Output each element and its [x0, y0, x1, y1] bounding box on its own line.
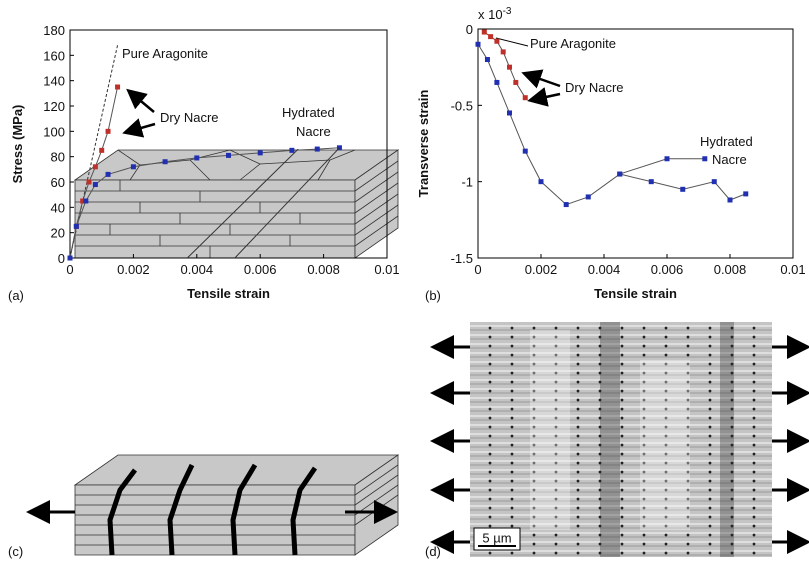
x-axis-label: Tensile strain	[187, 286, 270, 301]
data-point	[507, 65, 512, 70]
data-point	[743, 191, 748, 196]
data-point	[93, 164, 98, 169]
x-tick-label: 0.008	[307, 262, 340, 277]
panel-label: (d)	[425, 544, 441, 559]
y-tick-label: 160	[43, 48, 65, 63]
x-tick-label: 0.006	[651, 262, 684, 277]
y-tick-label: 180	[43, 23, 65, 38]
data-point	[665, 156, 670, 161]
scale-bar-label: 5 µm	[482, 530, 511, 545]
x-axis-label: Tensile strain	[594, 286, 677, 301]
data-point	[226, 153, 231, 158]
y-axis-label: Stress (MPa)	[10, 105, 25, 184]
data-point	[289, 148, 294, 153]
pointer-line	[496, 38, 528, 46]
y-tick-label: 40	[51, 200, 65, 215]
data-point	[523, 95, 528, 100]
series-line	[478, 44, 705, 204]
arrows-a	[127, 92, 155, 132]
data-point	[586, 194, 591, 199]
x-tick-label: 0	[66, 262, 73, 277]
data-point	[539, 179, 544, 184]
x-tick-label: 0.006	[244, 262, 277, 277]
annotation: Pure Aragonite	[530, 36, 616, 51]
x-tick-label: 0.008	[714, 262, 747, 277]
data-point	[494, 80, 499, 85]
annotation: Pure Aragonite	[122, 46, 208, 61]
y-tick-label: 100	[43, 124, 65, 139]
panel-label: (a)	[8, 288, 24, 303]
data-point	[501, 49, 506, 54]
data-point	[106, 172, 111, 177]
panel-label: (b)	[425, 288, 441, 303]
figure: 5 µm (c) (d) 0 0.002 0.004 0.006 0.008 0.01 0 2…	[0, 0, 809, 567]
data-point	[712, 179, 717, 184]
data-point	[523, 149, 528, 154]
y-tick-label: -0.5	[451, 98, 473, 113]
data-point	[617, 172, 622, 177]
data-point	[488, 34, 493, 39]
x-tick-label: 0.004	[588, 262, 621, 277]
x-tick-label: 0.01	[374, 262, 399, 277]
data-point	[93, 182, 98, 187]
x-tick-label: 0.004	[181, 262, 214, 277]
data-point	[87, 180, 92, 185]
data-point	[507, 110, 512, 115]
y-tick-label: -1	[461, 175, 473, 190]
panel-label: (c)	[8, 544, 23, 559]
arrows-b	[526, 74, 560, 100]
data-point	[131, 164, 136, 169]
data-point	[83, 199, 88, 204]
data-point	[99, 148, 104, 153]
nacre-diagram	[75, 150, 398, 555]
data-point	[74, 224, 79, 229]
annotation: Hydrated	[282, 105, 335, 120]
data-point	[106, 129, 111, 134]
y-tick-label: 20	[51, 226, 65, 241]
y-tick-label: 120	[43, 99, 65, 114]
data-point	[680, 187, 685, 192]
annotation: Nacre	[712, 152, 747, 167]
annotation: Dry Nacre	[565, 80, 624, 95]
series-line	[484, 32, 525, 98]
multiplier-exponent: -3	[503, 6, 512, 17]
data-point	[194, 155, 199, 160]
y-tick-label: -1.5	[451, 251, 473, 266]
x-tick-label: 0.01	[780, 262, 805, 277]
x-tick-label: 0.002	[525, 262, 558, 277]
y-tick-label: 60	[51, 175, 65, 190]
data-point	[115, 85, 120, 90]
data-point	[163, 159, 168, 164]
data-point	[258, 150, 263, 155]
data-point	[564, 202, 569, 207]
annotation: Dry Nacre	[160, 110, 219, 125]
data-point	[702, 156, 707, 161]
y-tick-label: 80	[51, 150, 65, 165]
axis-multiplier: x 10-3	[478, 6, 512, 22]
data-point	[649, 179, 654, 184]
y-tick-label: 0	[58, 251, 65, 266]
data-point	[513, 80, 518, 85]
data-point	[482, 30, 487, 35]
annotation: Hydrated	[700, 134, 753, 149]
data-point	[315, 147, 320, 152]
data-point	[476, 42, 481, 47]
data-point	[68, 256, 73, 261]
x-tick-label: 0	[474, 262, 481, 277]
y-axis-label: Transverse strain	[416, 90, 431, 198]
data-point	[494, 39, 499, 44]
annotation: Nacre	[296, 124, 331, 139]
multiplier-base: x 10	[478, 7, 503, 22]
x-tick-label: 0.002	[117, 262, 150, 277]
data-point	[728, 197, 733, 202]
y-tick-label: 140	[43, 74, 65, 89]
y-tick-label: 0	[466, 22, 473, 37]
data-point	[485, 57, 490, 62]
